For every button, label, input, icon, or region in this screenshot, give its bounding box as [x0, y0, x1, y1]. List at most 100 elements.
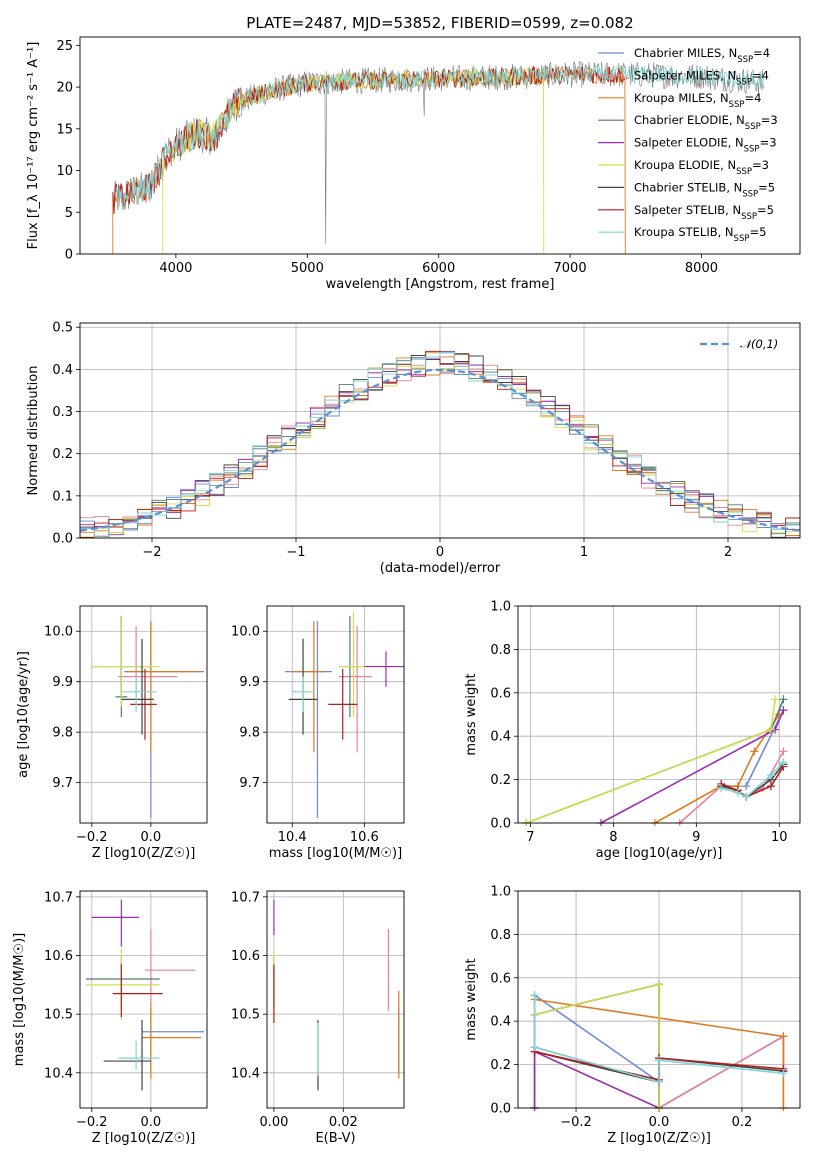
y-tick-label: 10.6 — [231, 949, 260, 964]
y-tick-label: 10.5 — [231, 1008, 260, 1023]
axes-frame — [79, 890, 208, 1109]
spectrum-title: PLATE=2487, MJD=53852, FIBERID=0599, z=0… — [246, 14, 633, 32]
y-tick-label: 10.4 — [231, 1066, 260, 1081]
x-tick-label: 0.02 — [329, 1115, 358, 1130]
weight-marker — [771, 695, 780, 704]
age-vs-mass-panel: 10.4 10.6 9.7 9.8 9.9 10.0 mass [log10(M/M☉)] — [231, 605, 405, 861]
weight-marker — [742, 792, 751, 801]
y-tick-label: 0.5 — [52, 321, 73, 336]
axes-frame — [79, 605, 208, 824]
x-axis-label: (data-model)/error — [380, 561, 501, 576]
axes-frame — [79, 322, 801, 539]
y-tick-label: 0.2 — [490, 773, 511, 788]
y-tick-label: 9.8 — [52, 726, 73, 741]
x-tick-label: 0 — [436, 545, 444, 560]
y-tick-label: 0.6 — [490, 971, 511, 986]
y-tick-label: 9.9 — [239, 675, 260, 690]
y-tick-label: 1.0 — [490, 885, 511, 900]
x-axis-label: E(B-V) — [315, 1131, 355, 1146]
x-axis-label: Z [log10(Z/Z☉)] — [92, 1131, 196, 1146]
y-tick-label: 10.6 — [44, 949, 73, 964]
weight-marker — [779, 706, 788, 715]
y-tick-label: 10.4 — [44, 1066, 73, 1081]
weight-marker — [779, 1069, 788, 1078]
y-tick-label: 25 — [56, 39, 73, 54]
weight-marker — [530, 991, 539, 1000]
x-tick-label: 8000 — [685, 261, 718, 276]
weight-vs-age-panel: 7 8 9 10 0.0 0.2 0.4 0.6 0.8 1.0 age [log10(age/yr… — [464, 600, 801, 861]
x-tick-label: 10.6 — [350, 830, 379, 845]
mass-vs-Z-panel: −0.2 0.0 10.4 10.5 10.6 10.7 Z [log10(Z/Z☉)] ma… — [12, 890, 208, 1146]
y-tick-label: 10.0 — [44, 625, 73, 640]
x-tick-label: −0.2 — [560, 1115, 592, 1130]
x-tick-label: 2 — [724, 545, 732, 560]
x-tick-label: −0.2 — [76, 1115, 108, 1130]
y-tick-label: 5 — [65, 206, 73, 221]
model-spectrum-line — [116, 65, 765, 211]
y-tick-label: 10.7 — [231, 890, 260, 905]
x-tick-label: 5000 — [291, 261, 324, 276]
y-tick-label: 0.4 — [52, 363, 73, 378]
weight-marker — [750, 747, 759, 756]
x-tick-label: 7000 — [554, 261, 587, 276]
x-tick-label: 6000 — [422, 261, 455, 276]
y-tick-label: 1.0 — [490, 600, 511, 615]
x-axis-label: age [log10(age/yr)] — [596, 846, 723, 861]
weight-vs-Z-panel: −0.2 0.0 0.2 0.0 0.2 0.4 0.6 0.8 1.0 Z [log10(Z/Z… — [464, 885, 801, 1146]
weight-marker — [779, 695, 788, 704]
x-tick-label: 0.0 — [649, 1115, 670, 1130]
weight-marker — [766, 782, 775, 791]
x-tick-label: 10.4 — [278, 830, 307, 845]
y-tick-label: 0 — [65, 248, 73, 263]
weight-marker — [779, 747, 788, 756]
y-tick-label: 0.0 — [490, 817, 511, 832]
x-axis-label: wavelength [Angstrom, rest frame] — [326, 277, 555, 292]
y-tick-label: 0.2 — [52, 447, 73, 462]
weight-marker — [766, 771, 775, 780]
mass-vs-EBV-panel: 0.00 0.02 10.4 10.5 10.6 10.7 E(B-V) — [231, 890, 405, 1146]
x-tick-label: 10 — [771, 830, 788, 845]
x-tick-label: −1 — [286, 545, 305, 560]
y-tick-label: 10.7 — [44, 890, 73, 905]
x-tick-label: 9 — [692, 830, 700, 845]
x-tick-label: 8 — [609, 830, 617, 845]
y-axis-label: mass [log10(M/M☉)] — [12, 933, 27, 1066]
x-tick-label: −2 — [142, 545, 161, 560]
y-tick-label: 0.3 — [52, 405, 73, 420]
y-tick-label: 0.2 — [490, 1058, 511, 1073]
axes-frame — [266, 890, 405, 1109]
weight-marker — [655, 1077, 663, 1086]
y-tick-label: 0.0 — [52, 532, 73, 547]
axes-frame — [517, 605, 801, 824]
y-axis-label: age [log10(age/yr)] — [16, 651, 31, 778]
weight-marker — [655, 1056, 663, 1065]
age-vs-Z-panel: −0.2 0.0 9.7 9.8 9.9 10.0 Z [log10(Z/Z☉)] age [… — [16, 605, 208, 861]
y-tick-label: 9.7 — [52, 776, 73, 791]
y-tick-label: 0.6 — [490, 686, 511, 701]
y-tick-label: 15 — [56, 122, 73, 137]
x-tick-label: 7 — [526, 830, 534, 845]
axes-frame — [79, 36, 801, 255]
axes-frame — [266, 605, 405, 824]
weight-marker — [733, 788, 742, 797]
y-tick-label: 0.8 — [490, 928, 511, 943]
y-tick-label: 9.9 — [52, 675, 73, 690]
y-axis-label: mass weight — [464, 958, 479, 1040]
x-tick-label: 0.00 — [259, 1115, 288, 1130]
residuals-panel: −2 −1 0 1 2 0.0 0.1 0.2 0.3 0.4 0.5 (data-model)/er… — [26, 321, 801, 576]
residual-histogram — [80, 351, 800, 538]
y-tick-label: 0.4 — [490, 1015, 511, 1030]
x-axis-label: Z [log10(Z/Z☉)] — [92, 846, 196, 861]
y-tick-label: 0.4 — [490, 730, 511, 745]
weight-marker — [742, 782, 751, 791]
weight-marker — [779, 1032, 788, 1041]
y-tick-label: 0.1 — [52, 489, 73, 504]
weight-marker — [766, 725, 775, 734]
y-tick-label: 0.0 — [490, 1102, 511, 1117]
weight-marker — [717, 784, 726, 793]
weight-marker — [655, 980, 663, 989]
y-tick-label: 9.8 — [239, 726, 260, 741]
x-tick-label: 0.0 — [141, 830, 162, 845]
weight-marker — [530, 1043, 539, 1052]
